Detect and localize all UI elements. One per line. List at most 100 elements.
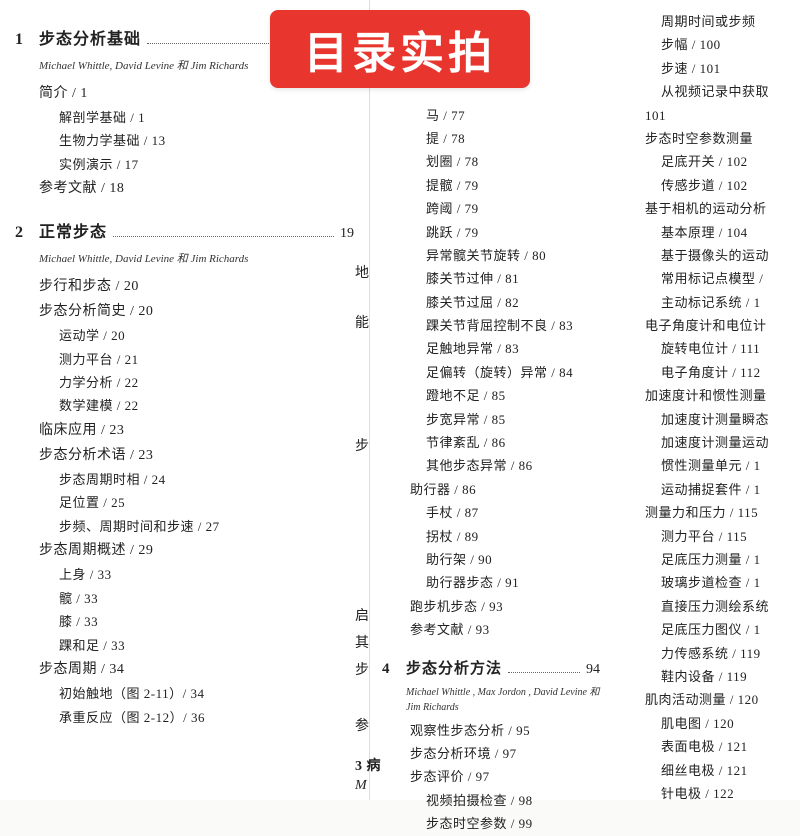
toc-entry: 参考文献 / 93 [410,618,600,641]
toc-entry: 测量力和压力 / 115 [645,501,800,524]
toc-entry: 参考文献 / 18 [39,176,354,201]
toc-entry: 力传感系统 / 119 [661,642,800,665]
toc-entry: 细丝电极 / 121 [661,759,800,782]
toc-entry: 运动捕捉套件 / 1 [661,478,800,501]
leader-dots [508,672,580,673]
toc-entry: 步态时空参数测量 [645,127,800,150]
toc-entry: 拐杖 / 89 [426,525,600,548]
toc-entry: 足底压力图仪 / 1 [661,618,800,641]
toc-entry: 步幅 / 100 [661,33,800,56]
toc-entry: 步态分析简史 / 20 [39,299,354,324]
toc-entry: 步频、周期时间和步速 / 27 [59,515,354,538]
toc-entry: 足底压力测量 / 1 [661,548,800,571]
toc-entry: 鞋内设备 / 119 [661,665,800,688]
toc-entry: 惯性测量单元 / 1 [661,454,800,477]
toc-entry: 跑步机步态 / 93 [410,595,600,618]
toc-entry: 肌肉活动测量 / 120 [645,688,800,711]
page-fragment: 其 [355,632,370,652]
toc-entry: 视频拍摄检查 / 98 [426,789,600,812]
toc-entry: 解剖学基础 / 1 [59,106,354,129]
toc-entry: 直接压力测绘系统 [661,595,800,618]
right-column-2: 周期时间或步频步幅 / 100步速 / 101从视频记录中获取101步态时空参数… [645,10,800,805]
toc-entry: 基于相机的运动分析 [645,197,800,220]
toc-entry: 观察性步态分析 / 95 [410,719,600,742]
toc-entry: 主动标记系统 / 1 [661,291,800,314]
toc-entry: 电子角度计 / 112 [661,361,800,384]
toc-entry: 异常髋关节旋转 / 80 [426,244,600,267]
toc-entry: 助行器 / 86 [410,478,600,501]
toc-entry: 膝 / 33 [59,610,354,633]
chapter-authors: Michael Whittle, David Levine 和 Jim Rich… [39,250,354,270]
toc-entry: 加速度计测量瞬态 [661,408,800,431]
toc-entry: 足偏转（旋转）异常 / 84 [426,361,600,384]
toc-entry: 足位置 / 25 [59,491,354,514]
chapter-page: 94 [586,657,600,682]
toc-entry: 手杖 / 87 [426,501,600,524]
toc-page-right: 躯干前屈 / 75 马 / 77提 / 78划圈 / 78提髋 / 79跨阈 /… [370,0,800,800]
toc-entry: 步态时空参数 / 99 [426,812,600,835]
toc-entry: 从视频记录中获取 [661,80,800,103]
page-fragment: 3 病 [355,755,381,775]
toc-entry: 数学建模 / 22 [59,394,354,417]
chapter-num: 4 [382,656,406,683]
page-fragment: 启 [355,605,370,625]
chapter-authors: Michael Whittle , Max Jordon , David Lev… [406,685,600,715]
banner-overlay: 目录实拍 [270,10,530,88]
toc-entry: 步行和步态 / 20 [39,274,354,299]
toc-entry: 针电极 / 122 [661,782,800,805]
toc-entry: 步态周期时相 / 24 [59,468,354,491]
toc-entry: 蹬地不足 / 85 [426,384,600,407]
page-fragment: 能 [355,312,370,332]
toc-entry: 基本原理 / 104 [661,221,800,244]
page-fragment: 步 [355,659,370,679]
toc-entry: 电子角度计和电位计 [645,314,800,337]
toc-entry: 提 / 78 [426,127,600,150]
leader-dots [113,236,334,237]
toc-entry: 助行器步态 / 91 [426,571,600,594]
toc-entry: 测力平台 / 21 [59,348,354,371]
rc1-entries: 躯干前屈 / 75 马 / 77提 / 78划圈 / 78提髋 / 79跨阈 /… [400,10,600,642]
page-fragment: 地 [355,262,370,282]
toc-entry: 步宽异常 / 85 [426,408,600,431]
toc-entry: 生物力学基础 / 13 [59,129,354,152]
toc-entry: 步态周期概述 / 29 [39,538,354,563]
chapter-title: 正常步态 [39,219,107,248]
toc-entry: 足触地异常 / 83 [426,337,600,360]
toc-page-left: 1 步态分析基础 1 Michael Whittle, David Levine… [0,0,370,800]
toc-entry: 提髋 / 79 [426,174,600,197]
chapter-title: 步态分析方法 [406,656,502,683]
toc-entry: 运动学 / 20 [59,324,354,347]
toc-entry: 髋 / 33 [59,587,354,610]
toc-entry: 肌电图 / 120 [661,712,800,735]
toc-entry: 足底开关 / 102 [661,150,800,173]
toc-entry: 划圈 / 78 [426,150,600,173]
toc-entry: 常用标记点模型 / [661,267,800,290]
toc-entry: 膝关节过屈 / 82 [426,291,600,314]
toc-entry: 实例演示 / 17 [59,153,354,176]
toc-entry: 马 / 77 [426,104,600,127]
toc-entry: 旋转电位计 / 111 [661,337,800,360]
chapter-2-entries: 步行和步态 / 20步态分析简史 / 20运动学 / 20测力平台 / 21力学… [15,274,354,729]
right-column-1: 躯干前屈 / 75 马 / 77提 / 78划圈 / 78提髋 / 79跨阈 /… [400,10,600,836]
chapter-2-heading: 2 正常步态 19 [15,219,354,248]
toc-entry: 跳跃 / 79 [426,221,600,244]
toc-entry: 101 [645,104,800,127]
page-fragment: 步 [355,435,370,455]
toc-entry: 节律紊乱 / 86 [426,431,600,454]
page-fragment: 参 [355,715,370,735]
toc-entry: 跨阈 / 79 [426,197,600,220]
toc-entry: 其他步态异常 / 86 [426,454,600,477]
toc-entry: 传感步道 / 102 [661,174,800,197]
chapter-num: 2 [15,219,39,248]
toc-entry: 表面电极 / 121 [661,735,800,758]
toc-entry: 踝和足 / 33 [59,634,354,657]
toc-entry: 步态评价 / 97 [410,765,600,788]
chapter-page: 19 [340,221,354,246]
toc-entry: 基于摄像头的运动 [661,244,800,267]
chapter-2: 2 正常步态 19 Michael Whittle, David Levine … [15,219,354,729]
chapter-title: 步态分析基础 [39,26,141,55]
toc-entry: 步态分析术语 / 23 [39,443,354,468]
toc-entry: 步态分析环境 / 97 [410,742,600,765]
toc-entry: 加速度计测量运动 [661,431,800,454]
toc-entry: 膝关节过伸 / 81 [426,267,600,290]
